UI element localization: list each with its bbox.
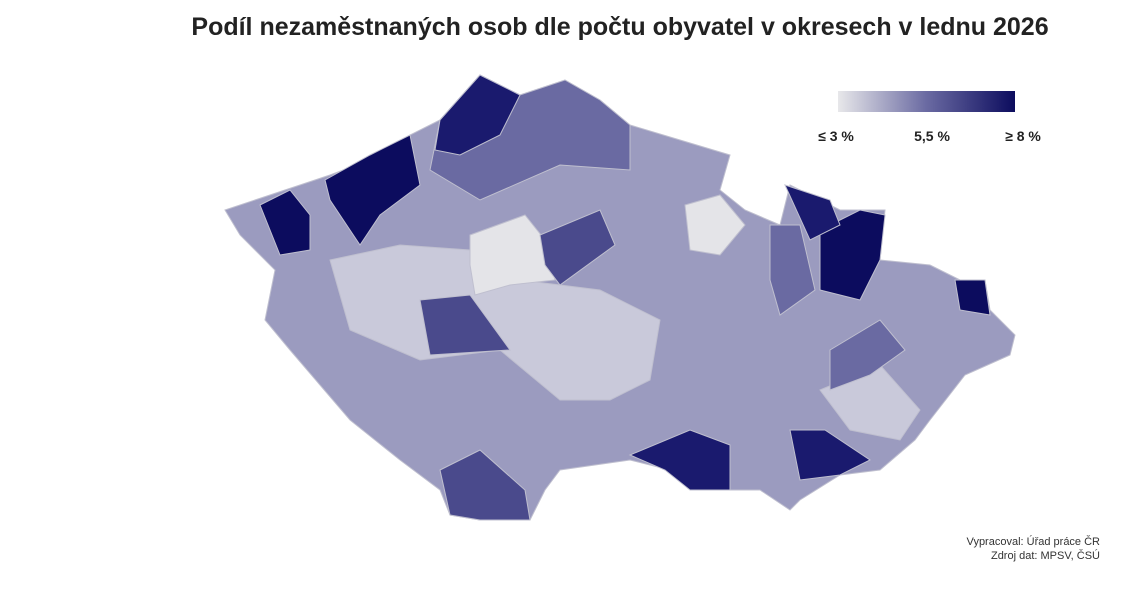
district <box>684 194 746 256</box>
title: Podíl nezaměstnaných osob dle počtu obyv… <box>191 13 1048 41</box>
district <box>469 214 556 296</box>
source-line: Zdroj dat: MPSV, ČSÚ <box>991 549 1100 562</box>
district <box>769 224 816 316</box>
district <box>789 429 871 481</box>
district <box>439 449 531 521</box>
district <box>829 319 906 391</box>
district <box>819 209 886 301</box>
district <box>324 134 421 246</box>
district <box>954 279 991 316</box>
legend-label: 5,5 % <box>914 128 950 144</box>
district <box>259 189 311 256</box>
legend-gradient <box>838 91 1015 112</box>
legend-label: ≤ 3 % <box>818 128 854 144</box>
district <box>419 294 511 356</box>
legend-label: ≥ 8 % <box>1005 128 1041 144</box>
district <box>628 429 731 491</box>
district <box>784 184 841 241</box>
district <box>539 209 616 286</box>
district <box>434 74 521 156</box>
map <box>224 74 1016 521</box>
source-line: Vypracoval: Úřad práce ČR <box>967 535 1101 548</box>
